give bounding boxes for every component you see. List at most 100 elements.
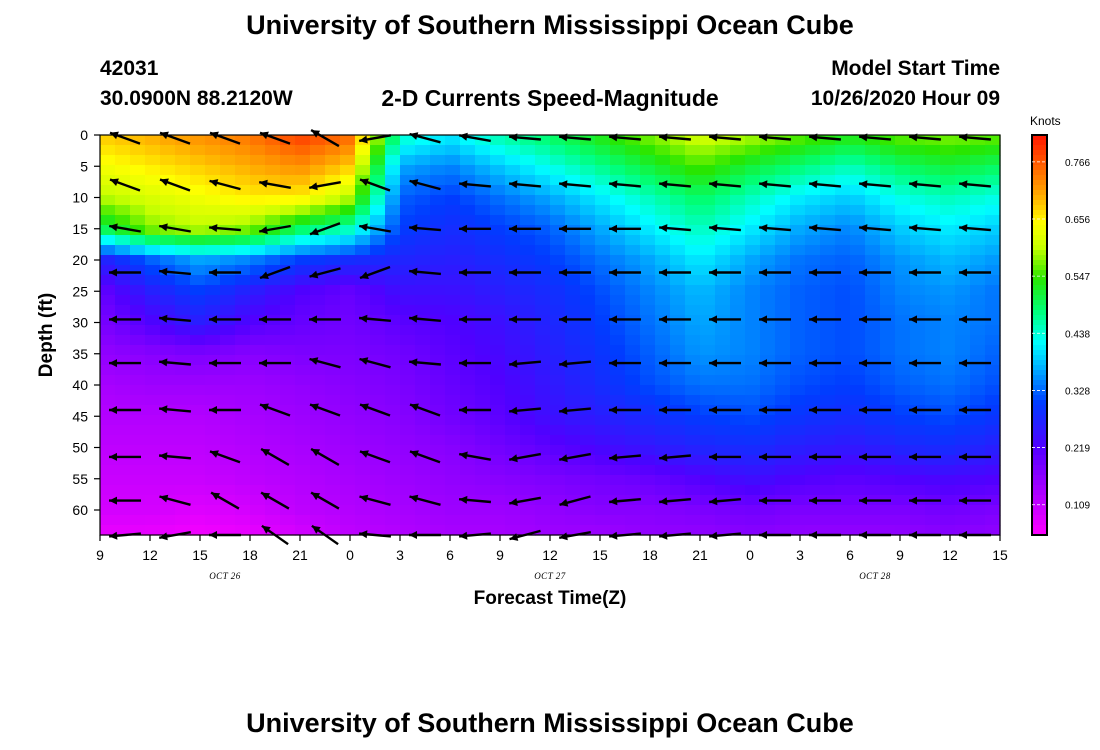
heatmap-cell — [595, 475, 611, 486]
heatmap-cell — [460, 245, 476, 256]
heatmap-cell — [985, 205, 1001, 216]
heatmap-cell — [700, 145, 716, 156]
current-vector-head — [159, 532, 168, 541]
heatmap-cell — [445, 455, 461, 466]
heatmap-cell — [505, 145, 521, 156]
heatmap-cell — [115, 445, 131, 456]
heatmap-cell — [355, 505, 371, 516]
heatmap-cell — [220, 345, 236, 356]
heatmap-cell — [790, 475, 806, 486]
heatmap-cell — [445, 195, 461, 206]
heatmap-cell — [160, 355, 176, 366]
heatmap-cell — [310, 475, 326, 486]
heatmap-cell — [205, 295, 221, 306]
heatmap-cell — [520, 195, 536, 206]
heatmap-cell — [325, 465, 341, 476]
heatmap-cell — [595, 305, 611, 316]
heatmap-cell — [625, 305, 641, 316]
heatmap-cell — [565, 525, 581, 536]
current-vector-head — [459, 359, 467, 368]
heatmap-cell — [535, 395, 551, 406]
heatmap-cell — [340, 335, 356, 346]
heatmap-cell — [535, 275, 551, 286]
heatmap-cell — [745, 455, 761, 466]
heatmap-cell — [115, 505, 131, 516]
heatmap-cell — [355, 425, 371, 436]
heatmap-cell — [310, 215, 326, 226]
heatmap-cell — [535, 505, 551, 516]
heatmap-cell — [640, 375, 656, 386]
heatmap-cell — [430, 255, 446, 266]
current-vector-head — [909, 180, 918, 189]
heatmap-cell — [835, 425, 851, 436]
heatmap-cell — [940, 435, 956, 446]
heatmap-cell — [415, 525, 431, 536]
heatmap-cell — [445, 425, 461, 436]
heatmap-cell — [370, 475, 386, 486]
heatmap-cell — [535, 265, 551, 276]
heatmap-cell — [325, 495, 341, 506]
heatmap-cell — [850, 465, 866, 476]
heatmap-cell — [520, 255, 536, 266]
heatmap-cell — [565, 395, 581, 406]
heatmap-cell — [790, 225, 806, 236]
heatmap-cell — [745, 365, 761, 376]
heatmap-cell — [460, 135, 476, 146]
heatmap-cell — [760, 195, 776, 206]
current-vector-head — [759, 180, 768, 189]
colorbar-segment — [1032, 225, 1047, 231]
heatmap-cell — [865, 165, 881, 176]
heatmap-cell — [775, 285, 791, 296]
heatmap-cell — [610, 335, 626, 346]
heatmap-cell — [160, 205, 176, 216]
heatmap-cell — [490, 425, 506, 436]
heatmap-cell — [880, 355, 896, 366]
heatmap-cell — [415, 225, 431, 236]
heatmap-cell — [685, 445, 701, 456]
heatmap-cell — [535, 225, 551, 236]
heatmap-cell — [805, 175, 821, 186]
heatmap-cell — [250, 345, 266, 356]
heatmap-cell — [805, 465, 821, 476]
heatmap-cell — [490, 405, 506, 416]
heatmap-cell — [580, 485, 596, 496]
heatmap-cell — [385, 405, 401, 416]
heatmap-cell — [490, 495, 506, 506]
heatmap-cell — [160, 165, 176, 176]
heatmap-cell — [445, 355, 461, 366]
heatmap-cell — [325, 425, 341, 436]
heatmap-cell — [325, 225, 341, 236]
heatmap-cell — [865, 275, 881, 286]
heatmap-cell — [415, 325, 431, 336]
heatmap-cell — [130, 375, 146, 386]
heatmap-cell — [400, 275, 416, 286]
heatmap-cell — [805, 245, 821, 256]
heatmap-cell — [520, 155, 536, 166]
heatmap-cell — [175, 215, 191, 226]
heatmap-cell — [550, 215, 566, 226]
current-vector-head — [109, 359, 117, 368]
heatmap-cell — [400, 405, 416, 416]
heatmap-cell — [910, 225, 926, 236]
current-vector-head — [759, 268, 767, 277]
heatmap-cell — [970, 205, 986, 216]
heatmap-cell — [505, 305, 521, 316]
date-label: OCT 28 — [859, 571, 891, 581]
heatmap-cell — [190, 385, 206, 396]
heatmap-cell — [535, 445, 551, 456]
heatmap-cell — [205, 345, 221, 356]
heatmap-cell — [415, 335, 431, 346]
heatmap-cell — [700, 495, 716, 506]
heatmap-cell — [145, 215, 161, 226]
heatmap-cell — [865, 415, 881, 426]
heatmap-cell — [160, 295, 176, 306]
heatmap-cell — [610, 415, 626, 426]
heatmap-cell — [505, 375, 521, 386]
heatmap-cell — [295, 295, 311, 306]
heatmap-cell — [805, 325, 821, 336]
heatmap-cell — [625, 515, 641, 526]
heatmap-cell — [145, 495, 161, 506]
heatmap-cell — [970, 145, 986, 156]
current-vector-head — [109, 496, 117, 505]
heatmap-cell — [310, 505, 326, 516]
